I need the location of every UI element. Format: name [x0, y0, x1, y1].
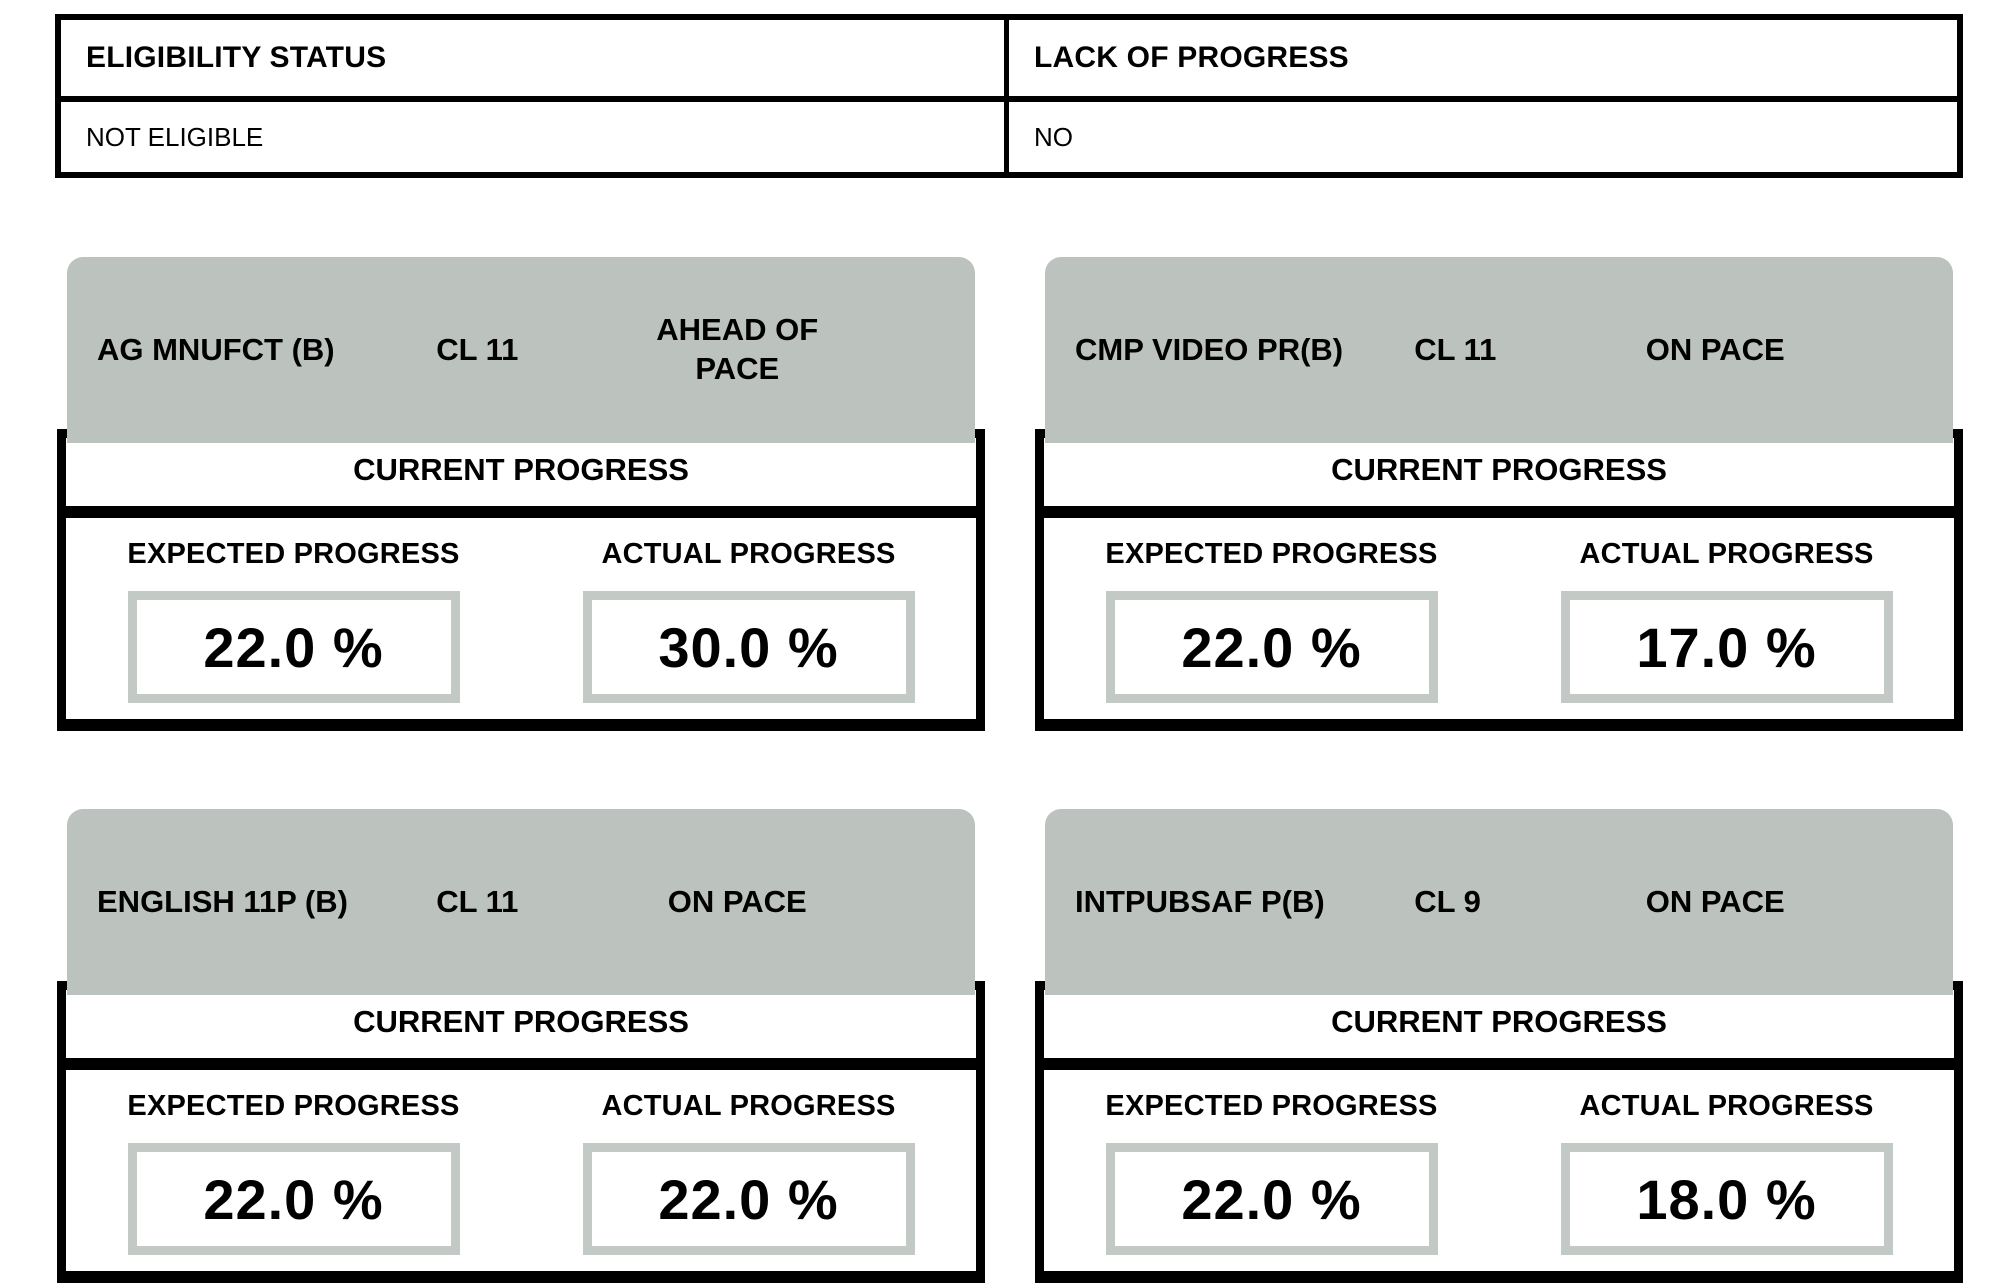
course-name: CMP VIDEO PR(B) [1075, 332, 1344, 367]
section-divider [1044, 506, 1954, 518]
expected-progress-label: EXPECTED PROGRESS [1105, 538, 1438, 570]
course-name: INTPUBSAF P(B) [1075, 884, 1325, 919]
course-card-header: AG MNUFCT (B) CL 11 AHEAD OF PACE [67, 257, 975, 443]
course-name: AG MNUFCT (B) [97, 332, 335, 367]
actual-progress-label: ACTUAL PROGRESS [1579, 538, 1874, 570]
section-divider [66, 1058, 976, 1070]
course-card-body: CURRENT PROGRESS EXPECTED PROGRESS 22.0 … [57, 429, 985, 731]
actual-progress-column: ACTUAL PROGRESS 17.0 % [1499, 538, 1954, 703]
expected-progress-column: EXPECTED PROGRESS 22.0 % [1044, 538, 1499, 703]
progress-section: EXPECTED PROGRESS 22.0 % ACTUAL PROGRESS… [1044, 518, 1954, 719]
eligibility-status-value: NOT ELIGIBLE [61, 102, 1009, 172]
expected-progress-column: EXPECTED PROGRESS 22.0 % [66, 1090, 521, 1255]
actual-progress-column: ACTUAL PROGRESS 22.0 % [521, 1090, 976, 1255]
course-class-level: CL 9 [1414, 884, 1481, 919]
actual-progress-value: 22.0 % [582, 1143, 915, 1255]
course-card-ag-mnufct: AG MNUFCT (B) CL 11 AHEAD OF PACE CURREN… [57, 257, 985, 731]
course-card-header: ENGLISH 11P (B) CL 11 ON PACE [67, 809, 975, 995]
lack-of-progress-value: NO [1034, 121, 1073, 152]
expected-progress-value: 22.0 % [1105, 591, 1438, 703]
course-cards-grid: AG MNUFCT (B) CL 11 AHEAD OF PACE CURREN… [57, 257, 1963, 1283]
expected-progress-value: 22.0 % [127, 1143, 460, 1255]
course-name: ENGLISH 11P (B) [97, 884, 348, 919]
eligibility-table: ELIGIBILITY STATUS LACK OF PROGRESS NOT … [55, 14, 1963, 178]
actual-progress-column: ACTUAL PROGRESS 30.0 % [521, 538, 976, 703]
expected-progress-label: EXPECTED PROGRESS [127, 1090, 460, 1122]
course-card-body: CURRENT PROGRESS EXPECTED PROGRESS 22.0 … [1035, 429, 1963, 731]
actual-progress-label: ACTUAL PROGRESS [601, 1090, 896, 1122]
section-divider [1044, 1058, 1954, 1070]
current-progress-title: CURRENT PROGRESS [1331, 452, 1667, 487]
course-class-level: CL 11 [436, 332, 519, 367]
course-pace-status: AHEAD OF PACE [597, 311, 945, 389]
expected-progress-value: 22.0 % [127, 591, 460, 703]
course-pace-status: ON PACE [597, 883, 945, 922]
expected-progress-label: EXPECTED PROGRESS [1105, 1090, 1438, 1122]
eligibility-table-value-row: NOT ELIGIBLE NO [61, 102, 1957, 172]
pace-status-text: ON PACE [1645, 331, 1785, 367]
section-divider [66, 506, 976, 518]
course-card-body: CURRENT PROGRESS EXPECTED PROGRESS 22.0 … [1035, 981, 1963, 1283]
course-card-cmp-video: CMP VIDEO PR(B) CL 11 ON PACE CURRENT PR… [1035, 257, 1963, 731]
actual-progress-label: ACTUAL PROGRESS [1579, 1090, 1874, 1122]
actual-progress-value: 17.0 % [1560, 591, 1893, 703]
course-class-level: CL 11 [1414, 332, 1497, 367]
pace-status-text: ON PACE [667, 883, 807, 919]
progress-section: EXPECTED PROGRESS 22.0 % ACTUAL PROGRESS… [1044, 1070, 1954, 1271]
eligibility-status-header: ELIGIBILITY STATUS [61, 20, 1009, 96]
expected-progress-column: EXPECTED PROGRESS 22.0 % [66, 538, 521, 703]
progress-section: EXPECTED PROGRESS 22.0 % ACTUAL PROGRESS… [66, 518, 976, 719]
eligibility-table-header-row: ELIGIBILITY STATUS LACK OF PROGRESS [61, 20, 1957, 102]
actual-progress-column: ACTUAL PROGRESS 18.0 % [1499, 1090, 1954, 1255]
pace-status-text: AHEAD OF PACE [656, 312, 819, 386]
course-pace-status: ON PACE [1575, 331, 1923, 370]
lack-of-progress-header: LACK OF PROGRESS [1034, 41, 1349, 74]
expected-progress-column: EXPECTED PROGRESS 22.0 % [1044, 1090, 1499, 1255]
course-card-english: ENGLISH 11P (B) CL 11 ON PACE CURRENT PR… [57, 809, 985, 1283]
course-card-header: CMP VIDEO PR(B) CL 11 ON PACE [1045, 257, 1953, 443]
actual-progress-value: 30.0 % [582, 591, 915, 703]
expected-progress-label: EXPECTED PROGRESS [127, 538, 460, 570]
current-progress-title: CURRENT PROGRESS [353, 1004, 689, 1039]
expected-progress-value: 22.0 % [1105, 1143, 1438, 1255]
course-class-level: CL 11 [436, 884, 519, 919]
course-card-header: INTPUBSAF P(B) CL 9 ON PACE [1045, 809, 1953, 995]
progress-section: EXPECTED PROGRESS 22.0 % ACTUAL PROGRESS… [66, 1070, 976, 1271]
actual-progress-value: 18.0 % [1560, 1143, 1893, 1255]
pace-status-text: ON PACE [1645, 883, 1785, 919]
current-progress-title: CURRENT PROGRESS [1331, 1004, 1667, 1039]
course-card-intpubsaf: INTPUBSAF P(B) CL 9 ON PACE CURRENT PROG… [1035, 809, 1963, 1283]
course-card-body: CURRENT PROGRESS EXPECTED PROGRESS 22.0 … [57, 981, 985, 1283]
actual-progress-label: ACTUAL PROGRESS [601, 538, 896, 570]
course-pace-status: ON PACE [1575, 883, 1923, 922]
current-progress-title: CURRENT PROGRESS [353, 452, 689, 487]
